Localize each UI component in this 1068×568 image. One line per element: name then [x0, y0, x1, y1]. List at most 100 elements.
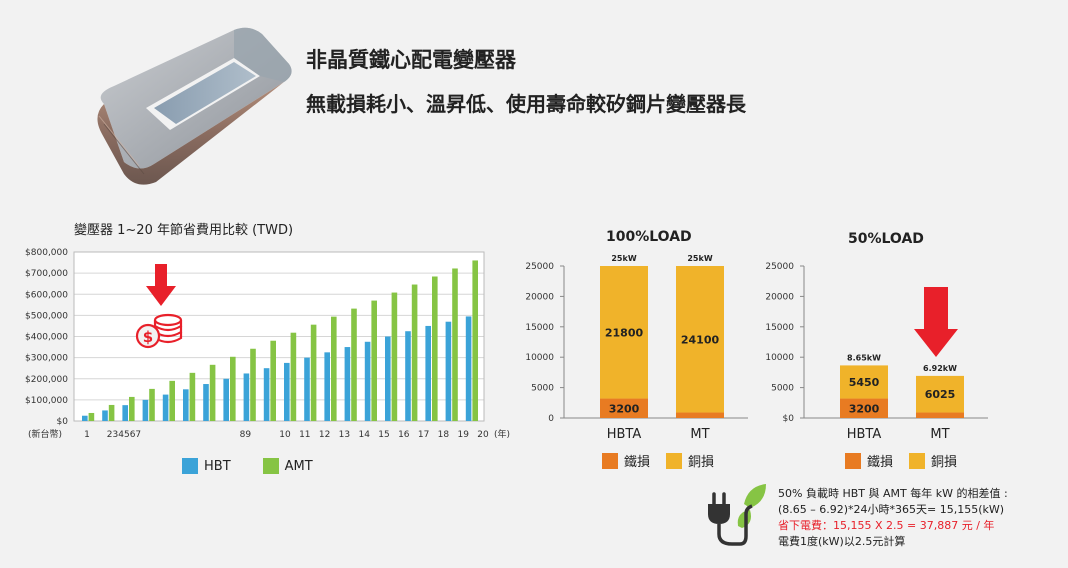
svg-text:$: $: [143, 328, 153, 346]
y-tick-label: 0: [548, 414, 554, 424]
x-tick-label: 1: [84, 430, 90, 440]
y-tick-label: $400,000: [25, 333, 68, 343]
bar-hbt: [263, 368, 270, 421]
x-tick-label: 89: [240, 430, 252, 440]
bar-hbt: [102, 410, 108, 421]
full-load-chart: 0 5000 10000 15000 20000 25000 3200 21800 25kW HB…: [525, 254, 748, 442]
bar-amt: [230, 356, 236, 421]
savings-chart: $0 $100,000 $200,000 $300,000 $400,000 $500,0…: [25, 248, 510, 440]
bar-amt: [149, 388, 155, 421]
bar-hbt: [385, 336, 391, 421]
bar-amt: [270, 340, 276, 421]
y-tick-label: 25000: [765, 262, 794, 272]
bar-amt: [189, 372, 196, 421]
y-tick-label: 5000: [531, 384, 554, 394]
bar-hbt: [122, 405, 128, 421]
bar-hbt: [364, 341, 371, 421]
x-tick-label: 10: [279, 430, 291, 440]
bar-amt: [391, 292, 398, 421]
half-load-legend: 鐵損 銅損: [845, 451, 957, 470]
total-label: 8.65kW: [847, 353, 881, 362]
note-line-4: 電費1度(kW)以2.5元計算: [778, 535, 906, 548]
legend-label-copper-loss: 銅損: [688, 455, 715, 470]
x-axis-label: (年): [494, 428, 510, 440]
note-line-3: 省下電費：15,155 X 2.5 = 37,887 元 / 年: [778, 519, 995, 532]
x-tick-label: 17: [418, 430, 429, 440]
data-label: 24100: [681, 333, 720, 346]
bar-segment: [600, 398, 648, 418]
x-tick-label: 20: [477, 430, 489, 440]
bar-segment: [840, 398, 888, 418]
bar-hbt: [304, 357, 310, 421]
eco-plug-icon: [708, 484, 766, 546]
x-tick-label: 19: [457, 430, 469, 440]
note-line-2: (8.65 – 6.92)*24小時*365天= 15,155(kW): [778, 503, 1005, 516]
bar-hbt: [223, 378, 229, 421]
plot-border: [73, 251, 485, 422]
y-axis-label: (新台幣): [28, 428, 62, 440]
down-arrow-icon: [914, 287, 958, 357]
data-label: 3200: [849, 402, 880, 415]
savings-note: 50% 負載時 HBT 與 AMT 每年 kW 的相差值 : (8.65 – 6…: [778, 486, 1008, 550]
x-tick-label: 14: [358, 430, 370, 440]
y-tick-label: 25000: [525, 262, 554, 272]
x-tick-label: 234567: [107, 430, 141, 440]
bar-hbt: [284, 362, 290, 421]
legend-label-iron-loss-2: 鐵損: [867, 455, 894, 470]
legend-swatch-copper-loss-2: [909, 452, 926, 469]
data-label: 6025: [925, 388, 956, 401]
y-tick-label: $700,000: [25, 269, 68, 279]
category-label: HBTA: [847, 427, 882, 442]
y-tick-label: 20000: [765, 292, 794, 302]
y-tick-label: 20000: [525, 292, 554, 302]
x-tick-label: 13: [339, 430, 350, 440]
bar-segment: [676, 412, 724, 418]
bar-segment: [916, 375, 964, 413]
bar-hbt: [82, 415, 88, 421]
category-label: MT: [930, 427, 949, 442]
bar-amt: [371, 300, 377, 421]
bar-amt: [351, 308, 357, 421]
bar-segment: [916, 412, 964, 418]
bar-segment: [840, 365, 888, 399]
y-tick-label: $600,000: [25, 290, 68, 300]
savings-chart-title: 變壓器 1~20 年節省費用比較 (TWD): [74, 223, 294, 238]
legend-label-amt: AMT: [284, 458, 313, 474]
legend-swatch-iron-loss-2: [845, 452, 861, 469]
x-tick-label: 18: [438, 430, 450, 440]
y-tick-label: $0: [783, 414, 795, 424]
bar-amt: [250, 348, 256, 421]
bar-hbt: [243, 373, 250, 421]
bar-hbt: [405, 331, 411, 421]
bar-amt: [472, 260, 478, 421]
full-load-legend: 鐵損 銅損: [602, 451, 714, 470]
bar-hbt: [465, 316, 472, 421]
bar-amt: [108, 404, 115, 421]
y-tick-label: 10000: [765, 353, 794, 363]
legend-label-hbt: HBT: [204, 458, 231, 474]
half-load-chart-title: 50%LOAD: [848, 231, 924, 247]
x-tick-label: 15: [378, 430, 389, 440]
total-label: 6.92kW: [923, 364, 957, 373]
legend-swatch-iron-loss: [602, 452, 618, 469]
note-line-1: 50% 負載時 HBT 與 AMT 每年 kW 的相差值 :: [778, 487, 1008, 500]
bar-hbt: [324, 352, 330, 421]
down-arrow-coin-icon: $: [135, 264, 183, 349]
legend-swatch-copper-loss: [666, 452, 683, 469]
bar-amt: [209, 364, 216, 421]
legend-label-iron-loss: 鐵損: [624, 455, 651, 470]
bar-segment: [676, 266, 724, 413]
bar-amt: [169, 380, 175, 421]
x-tick-label: 11: [299, 430, 310, 440]
headline-subtitle: 無載損耗小、溫昇低、使用壽命較矽鋼片變壓器長: [306, 92, 746, 116]
legend-label-copper-loss-2: 銅損: [931, 455, 958, 470]
bar-hbt: [183, 389, 189, 421]
x-tick-label: 16: [398, 430, 410, 440]
bar-amt: [411, 284, 418, 421]
y-tick-label: $100,000: [25, 396, 68, 406]
bar-amt: [432, 276, 438, 421]
full-load-chart-title: 100%LOAD: [606, 229, 692, 245]
legend-swatch-hbt: [182, 458, 198, 474]
y-tick-label: 15000: [765, 323, 794, 333]
x-tick-label: 12: [319, 430, 330, 440]
